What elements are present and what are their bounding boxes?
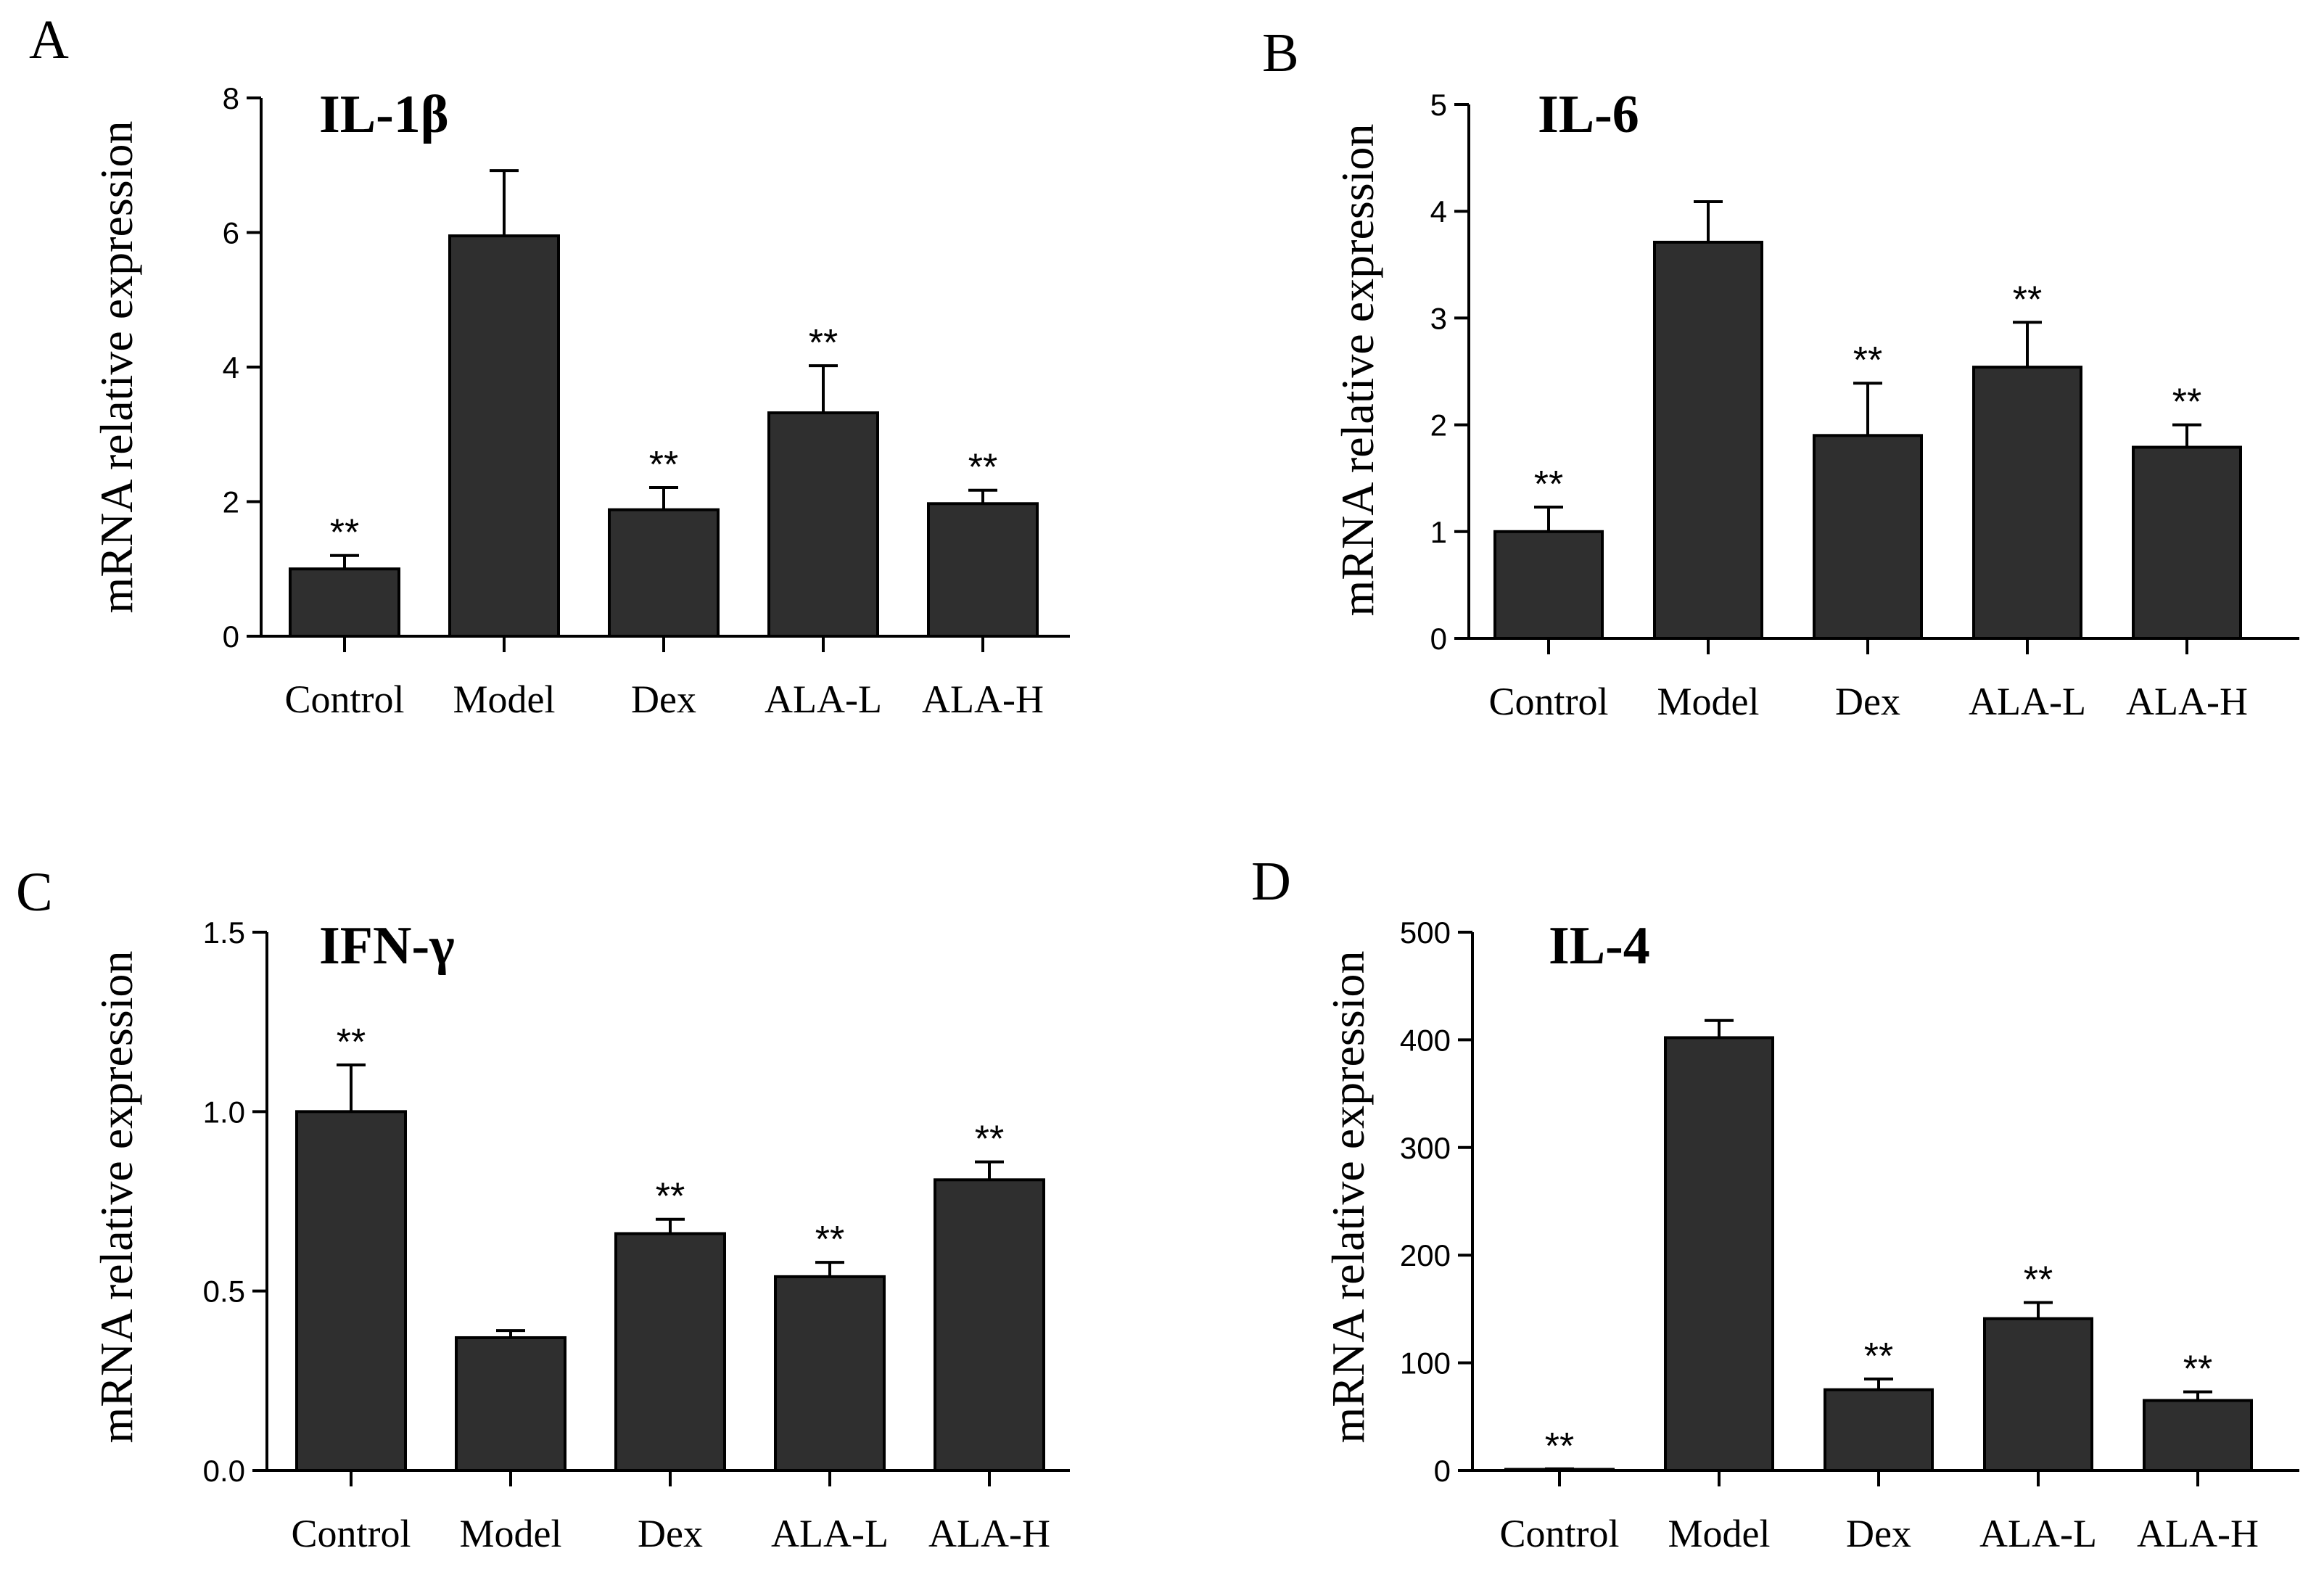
bar-model — [455, 1336, 566, 1473]
x-tick-label: ALA-L — [1969, 680, 2086, 723]
x-tick-label: Control — [1499, 1512, 1619, 1555]
bar-control — [1493, 530, 1604, 640]
bar-ala-l — [767, 411, 879, 638]
significance-label: ** — [2024, 1259, 2053, 1301]
bar-model — [448, 234, 560, 638]
y-tick-label: 0 — [1430, 622, 1447, 656]
significance-label: ** — [975, 1119, 1004, 1161]
bar-dex — [614, 1232, 726, 1473]
panel-letter: C — [16, 862, 53, 923]
y-tick-label: 200 — [1400, 1238, 1451, 1272]
x-tick-label: ALA-L — [765, 678, 882, 721]
y-tick-label: 6 — [223, 216, 239, 250]
significance-label: ** — [2013, 279, 2042, 321]
chart-title: IL-1β — [319, 85, 449, 144]
y-tick-label: 500 — [1400, 916, 1451, 950]
significance-label: ** — [968, 447, 997, 489]
y-tick-label: 1 — [1430, 515, 1447, 549]
y-axis-label: mRNA relative expression — [91, 951, 142, 1444]
chart-title: IL-4 — [1549, 916, 1650, 976]
x-tick-label: Control — [291, 1512, 411, 1555]
x-tick-label: Model — [1668, 1512, 1771, 1555]
bar-ala-l — [1983, 1317, 2093, 1472]
y-tick-label: 2 — [1430, 408, 1447, 443]
y-tick-label: 0.5 — [203, 1275, 245, 1309]
y-tick-label: 100 — [1400, 1346, 1451, 1381]
bar-ala-h — [934, 1178, 1045, 1472]
significance-label: ** — [1534, 464, 1563, 506]
y-tick-label: 300 — [1400, 1131, 1451, 1165]
y-tick-label: 0.0 — [203, 1454, 245, 1488]
bar-ala-h — [2143, 1399, 2253, 1473]
y-tick-label: 8 — [223, 81, 239, 115]
significance-label: ** — [809, 322, 838, 364]
panel-letter: A — [29, 9, 69, 70]
x-tick-label: ALA-L — [1979, 1512, 2097, 1555]
x-tick-label: ALA-L — [771, 1512, 889, 1555]
x-tick-label: Control — [284, 678, 404, 721]
significance-label: ** — [656, 1176, 685, 1218]
x-tick-label: Dex — [1846, 1512, 1911, 1555]
y-tick-label: 5 — [1430, 88, 1447, 122]
x-tick-label: Model — [453, 678, 556, 721]
y-tick-label: 0 — [1434, 1454, 1451, 1488]
y-tick-label: 3 — [1430, 301, 1447, 335]
x-tick-label: ALA-H — [2137, 1512, 2259, 1555]
significance-label: ** — [815, 1219, 844, 1261]
x-tick-label: Dex — [638, 1512, 703, 1555]
bar-dex — [1824, 1388, 1934, 1472]
x-tick-label: Control — [1488, 680, 1608, 723]
bar-ala-h — [2132, 445, 2242, 641]
x-tick-label: Model — [460, 1512, 562, 1555]
chart-title: IL-6 — [1538, 85, 1639, 144]
x-tick-label: Dex — [631, 678, 696, 721]
y-axis-label: mRNA relative expression — [1322, 951, 1374, 1444]
significance-label: ** — [2183, 1349, 2212, 1391]
x-tick-label: ALA-H — [2126, 680, 2248, 723]
y-axis-label: mRNA relative expression — [91, 121, 142, 614]
panel-letter: D — [1251, 851, 1291, 912]
chart-panel-a: A IL-1β mRNA relative expression 0 2 4 6 8 ** Con… — [29, 9, 1070, 721]
significance-label: ** — [1853, 340, 1882, 382]
x-tick-label: Model — [1657, 680, 1760, 723]
chart-panel-c: C IFN-γ mRNA relative expression 0.0 0.5 1.0 1… — [16, 862, 1070, 1555]
significance-label: ** — [1864, 1336, 1893, 1378]
x-tick-label: Dex — [1835, 680, 1900, 723]
bar-ala-l — [774, 1275, 886, 1472]
significance-label: ** — [2172, 382, 2201, 424]
y-tick-label: 1.0 — [203, 1095, 245, 1129]
bar-model — [1653, 240, 1763, 640]
chart-panel-d: D IL-4 mRNA relative expression 0 100 200 300 4… — [1251, 851, 2299, 1555]
y-tick-label: 1.5 — [203, 916, 245, 950]
y-axis-label: mRNA relative expression — [1332, 124, 1383, 617]
x-tick-label: ALA-H — [928, 1512, 1050, 1555]
significance-label: ** — [1545, 1425, 1574, 1468]
chart-title: IFN-γ — [319, 916, 455, 976]
y-tick-label: 4 — [1430, 194, 1447, 229]
x-tick-label: ALA-H — [922, 678, 1044, 721]
chart-panel-b: B IL-6 mRNA relative expression 0 1 2 3 4 5 ** Con… — [1262, 22, 2299, 723]
y-tick-label: 400 — [1400, 1023, 1451, 1057]
y-tick-label: 2 — [223, 485, 239, 519]
y-tick-label: 4 — [223, 350, 239, 384]
significance-label: ** — [337, 1021, 366, 1063]
significance-label: ** — [330, 512, 359, 554]
bar-ala-l — [1972, 366, 2082, 640]
panel-letter: B — [1262, 22, 1299, 83]
bar-dex — [1813, 434, 1923, 640]
bar-control — [289, 567, 400, 638]
y-tick-label: 0 — [223, 620, 239, 654]
bar-ala-h — [927, 502, 1039, 638]
significance-label: ** — [649, 444, 678, 486]
bar-model — [1664, 1036, 1774, 1472]
bar-dex — [608, 508, 720, 638]
bar-control — [295, 1110, 407, 1473]
